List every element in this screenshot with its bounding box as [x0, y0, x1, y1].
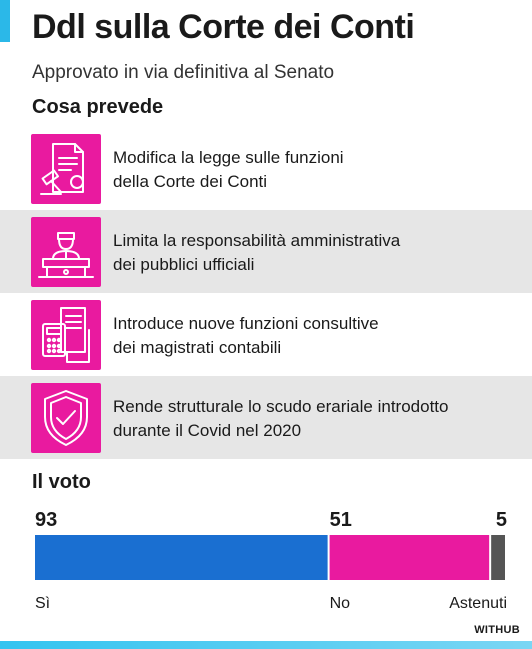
provision-line: Limita la responsabilità amministrativa — [113, 231, 401, 250]
vote-heading: Il voto — [32, 471, 91, 493]
provisions-list: Modifica la legge sulle funzioni della C… — [0, 127, 532, 459]
vote-value-astenuti: 5 — [496, 509, 507, 531]
provision-line: Rende strutturale lo scudo erariale intr… — [113, 397, 449, 416]
law-document-gavel-icon — [31, 134, 101, 204]
vote-label-no: No — [330, 595, 351, 612]
provision-text: Rende strutturale lo scudo erariale intr… — [113, 395, 523, 443]
provision-text: Limita la responsabilità amministrativa … — [113, 229, 523, 277]
provisions-heading: Cosa prevede — [32, 96, 164, 118]
vote-chart: 93 Sì 51 No 5 Astenuti — [0, 500, 532, 620]
brand-logo: WITHUB — [474, 624, 520, 636]
vote-chart-svg: 93 Sì 51 No 5 Astenuti — [35, 509, 507, 612]
provision-line: dei magistrati contabili — [113, 338, 282, 357]
provision-item: Rende strutturale lo scudo erariale intr… — [0, 376, 532, 459]
vote-value-no: 51 — [330, 509, 352, 531]
provision-text: Introduce nuove funzioni consultive dei … — [113, 312, 523, 360]
vote-value-s: 93 — [35, 509, 57, 531]
provision-line: durante il Covid nel 2020 — [113, 421, 302, 440]
provision-item: Limita la responsabilità amministrativa … — [0, 210, 532, 293]
provision-line: Introduce nuove funzioni consultive — [113, 314, 379, 333]
provision-line: Modifica la legge sulle funzioni — [113, 148, 344, 167]
shield-check-icon — [31, 383, 101, 453]
vote-label-s: Sì — [35, 595, 50, 612]
vote-bar-no — [329, 535, 490, 580]
vote-bar-s — [35, 535, 328, 580]
provision-line: dei pubblici ufficiali — [113, 255, 255, 274]
page-title: Ddl sulla Corte dei Conti — [32, 8, 415, 46]
official-at-desk-icon — [31, 217, 101, 287]
provision-item: Modifica la legge sulle funzioni della C… — [0, 127, 532, 210]
vote-label-astenuti: Astenuti — [449, 595, 507, 612]
calculator-documents-icon — [31, 300, 101, 370]
page-subtitle: Approvato in via definitiva al Senato — [32, 62, 335, 83]
provision-text: Modifica la legge sulle funzioni della C… — [113, 146, 523, 194]
vote-bar-astenuti — [491, 535, 505, 580]
accent-bar — [0, 0, 10, 42]
provision-item: Introduce nuove funzioni consultive dei … — [0, 293, 532, 376]
bottom-band — [0, 641, 532, 649]
provision-line: della Corte dei Conti — [113, 172, 268, 191]
